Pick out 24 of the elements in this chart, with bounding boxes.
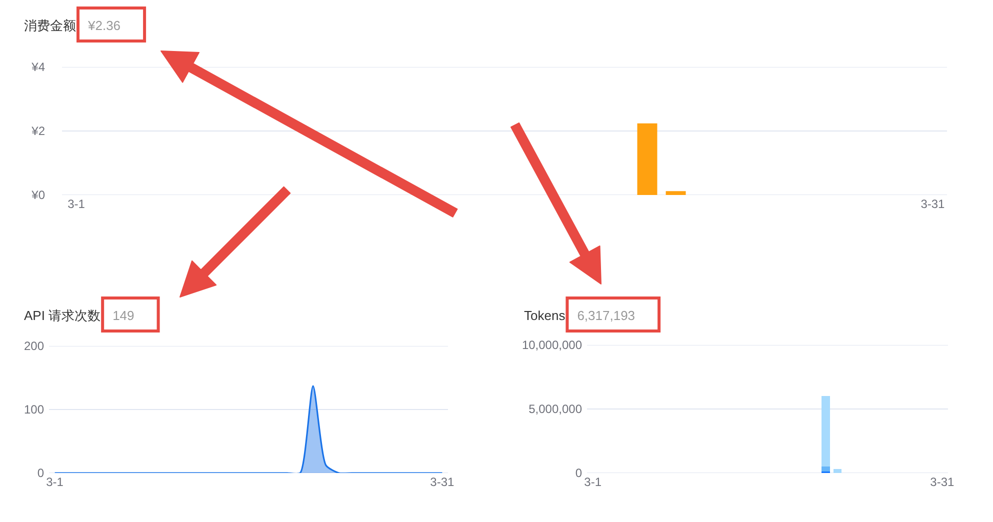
y-tick-label: ¥4 <box>30 60 46 74</box>
y-tick-label: ¥2 <box>30 124 46 138</box>
y-tick-label: 10,000,000 <box>522 338 582 352</box>
y-tick-label: 0 <box>575 466 582 480</box>
bar <box>833 469 842 473</box>
chart-title: API 请求次数 <box>24 308 101 323</box>
y-tick-label: 200 <box>24 339 44 354</box>
x-tick-label: 3-1 <box>68 197 86 211</box>
chart-subtitle: 6,317,193 <box>577 308 636 323</box>
chart-title: Tokens <box>524 308 566 323</box>
chart-subtitle: ¥2.36 <box>88 18 121 33</box>
x-tick-label: 3-1 <box>46 475 64 489</box>
x-tick-label: 3-31 <box>430 475 455 489</box>
chart-subtitle: 149 <box>112 308 134 323</box>
y-tick-label: ¥0 <box>30 188 46 202</box>
y-tick-label: 0 <box>37 466 44 480</box>
bar <box>822 396 830 467</box>
y-tick-label: 5,000,000 <box>528 402 582 416</box>
chart-title: 消费金额 <box>24 18 76 33</box>
x-tick-label: 3-1 <box>584 475 602 489</box>
x-tick-label: 3-31 <box>920 197 946 211</box>
x-tick-label: 3-31 <box>930 475 955 489</box>
bar <box>822 466 830 472</box>
y-tick-label: 100 <box>24 402 44 417</box>
